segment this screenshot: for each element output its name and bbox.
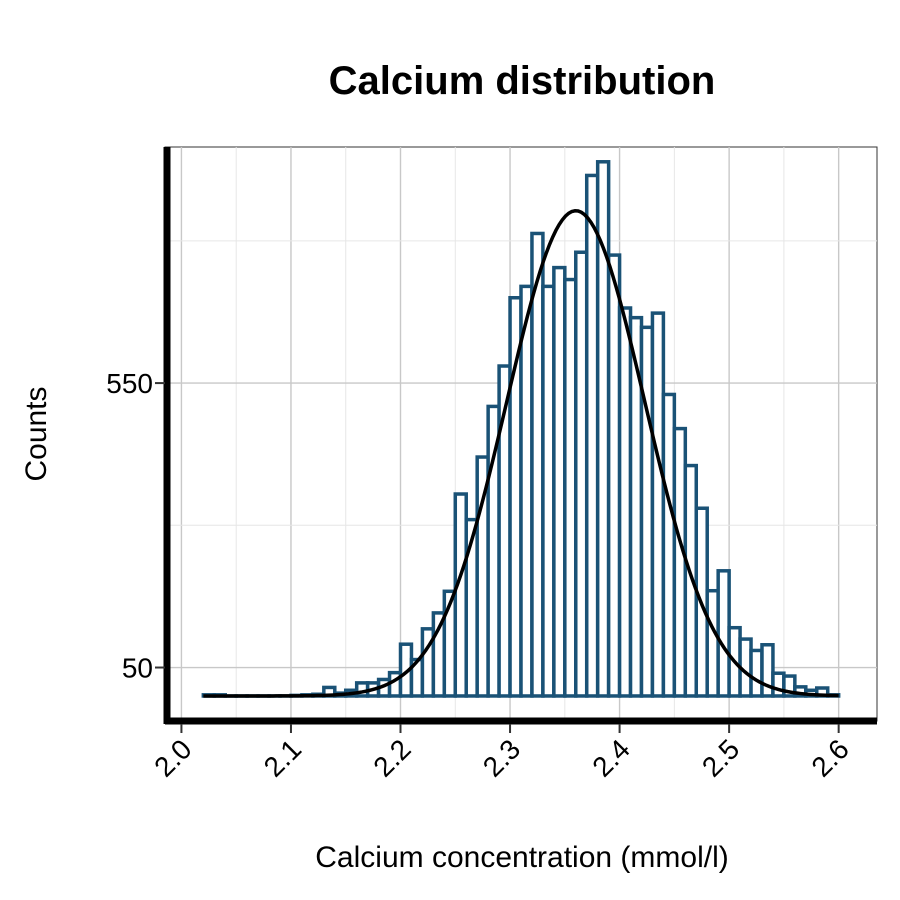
x-tick-label: 2.6 xyxy=(805,733,854,782)
x-axis-ticks: 2.0 2.1 2.2 2.3 2.4 2.5 2.6 xyxy=(148,724,855,783)
x-axis-title: Calcium concentration (mmol/l) xyxy=(315,841,728,874)
x-tick-label: 2.0 xyxy=(148,733,197,782)
normal-fit-curve xyxy=(203,208,839,698)
y-axis-title: Counts xyxy=(20,386,53,481)
y-tick-label: 550 xyxy=(106,368,153,399)
x-tick-label: 2.1 xyxy=(258,733,307,782)
x-tick-label: 2.4 xyxy=(586,733,635,782)
histogram-bar xyxy=(760,643,775,698)
x-tick-label: 2.3 xyxy=(477,733,526,782)
x-tick-label: 2.5 xyxy=(696,733,745,782)
histogram-bars xyxy=(201,160,841,698)
chart-title: Calcium distribution xyxy=(329,59,716,103)
plot-panel xyxy=(163,146,878,725)
y-tick-label: 50 xyxy=(122,653,153,684)
y-axis-ticks: 50 550 xyxy=(106,368,165,684)
x-tick-label: 2.2 xyxy=(367,733,416,782)
